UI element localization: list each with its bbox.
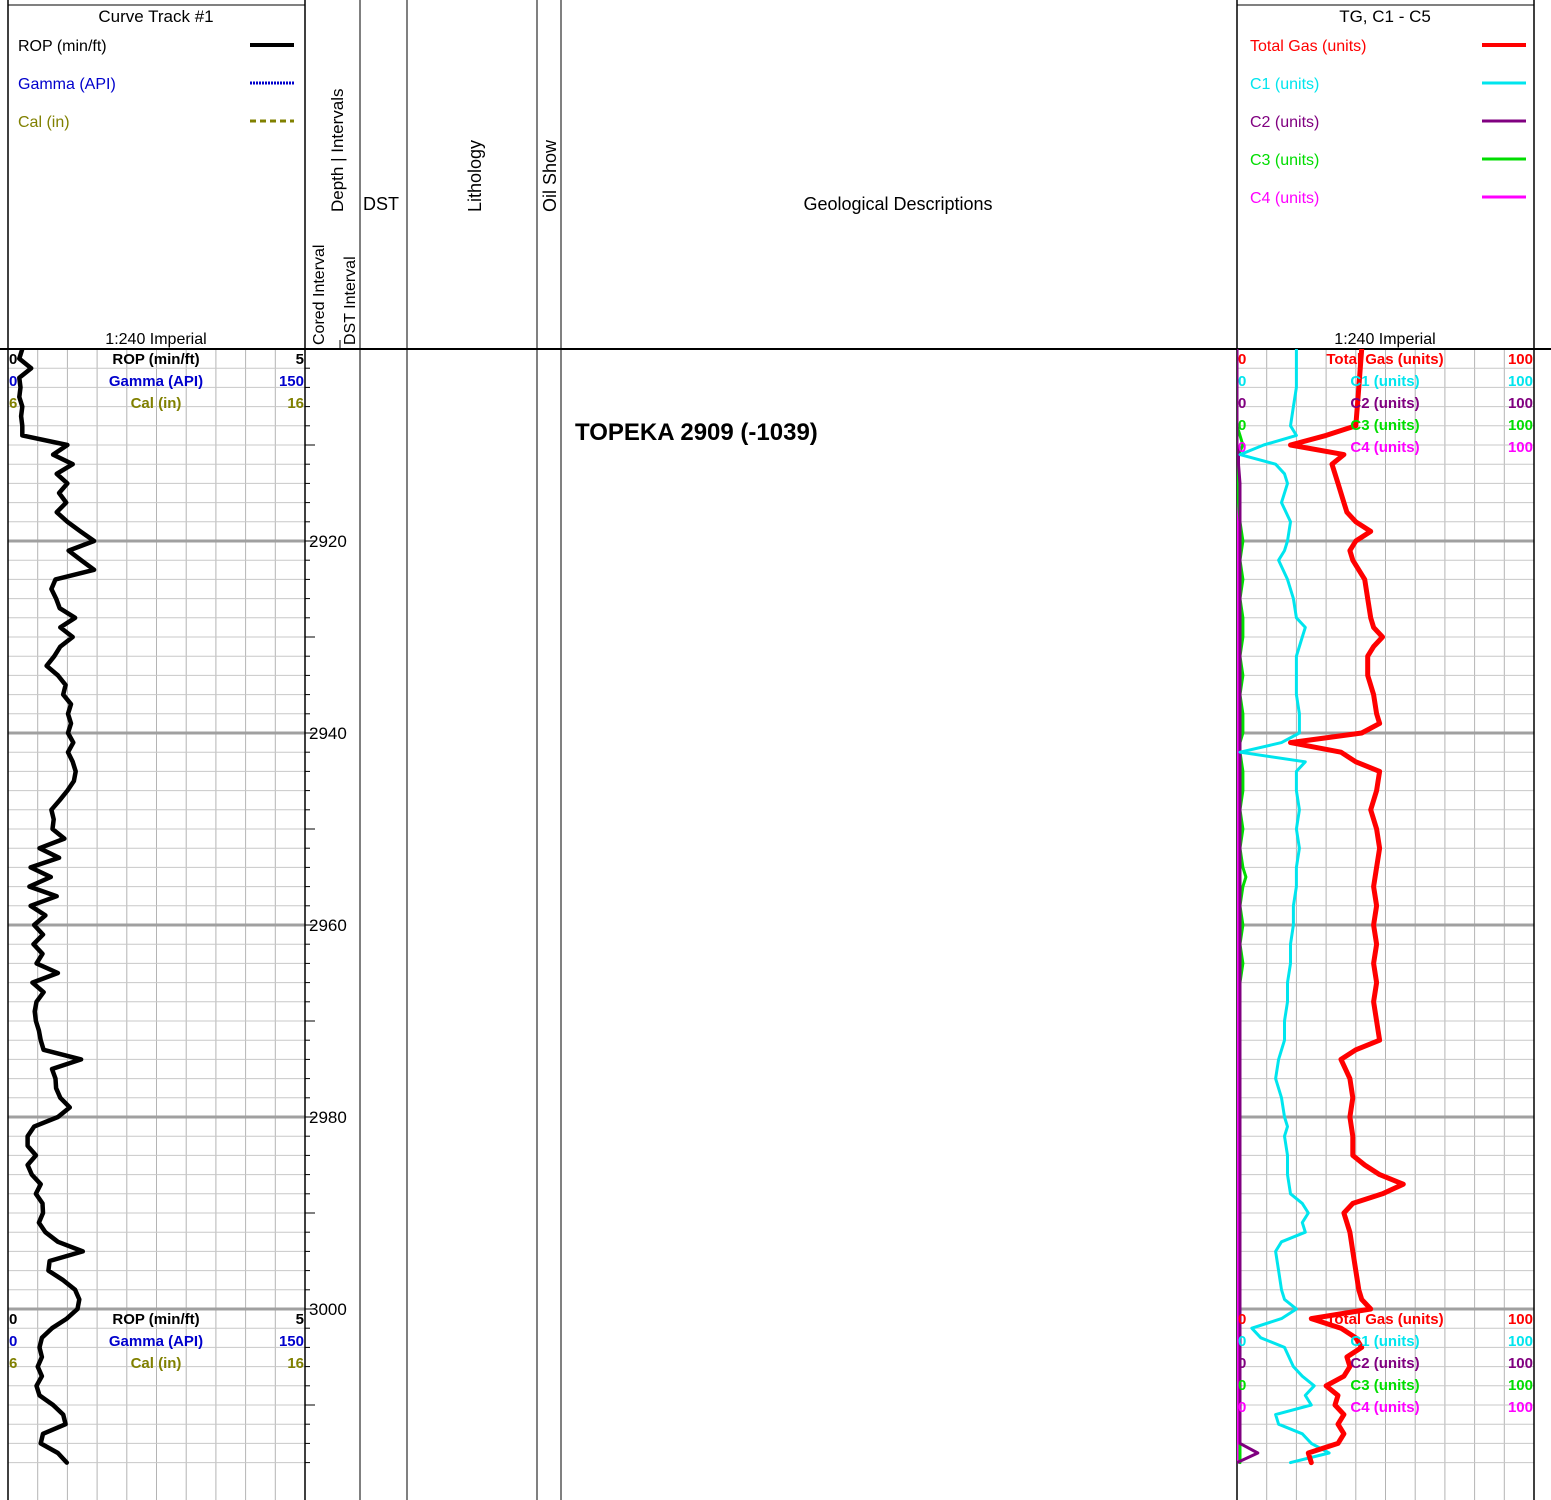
gas-scale-label: C4 (units) bbox=[1350, 1399, 1419, 1416]
scale-labels: 0 ROP (min/ft) 5 0 Gamma (API) 150 6 Cal (in) 16… bbox=[9, 351, 1533, 1416]
gas-scale-label: Total Gas (units) bbox=[1326, 1311, 1443, 1328]
oil-show-header: Oil Show bbox=[540, 139, 560, 212]
gas-scale-max: 100 bbox=[1508, 395, 1533, 412]
series-c1-units bbox=[1238, 349, 1331, 1465]
legend-total-gas-label: Total Gas (units) bbox=[1250, 38, 1366, 55]
rop-scale-min: 6 bbox=[9, 1355, 17, 1372]
gas-scale-label: C1 (units) bbox=[1350, 1333, 1419, 1350]
depth-label-2940: 2940 bbox=[309, 724, 347, 743]
gas-scale-min: 0 bbox=[1238, 1355, 1246, 1372]
series-total-gas-units bbox=[1288, 349, 1406, 1466]
rop-scale-min: 0 bbox=[9, 373, 17, 390]
depth-header: Depth | Intervals Cored Interval DST Int… bbox=[311, 89, 359, 345]
depth-intervals-label: Depth | Intervals bbox=[328, 89, 347, 212]
geo-description-topeka: TOPEKA 2909 (-1039) bbox=[575, 419, 818, 446]
gas-scale-max: 100 bbox=[1508, 439, 1533, 456]
gas-scale-max: 100 bbox=[1508, 417, 1533, 434]
legend-gamma-label: Gamma (API) bbox=[18, 76, 116, 93]
gas-scale-label: C1 (units) bbox=[1350, 373, 1419, 390]
rop-scale-label: Gamma (API) bbox=[109, 373, 203, 390]
legend-c1-label: C1 (units) bbox=[1250, 76, 1319, 93]
gas-scale-label: C2 (units) bbox=[1350, 395, 1419, 412]
rop-scale-min: 6 bbox=[9, 395, 17, 412]
depth-labels: 2920 2940 2960 2980 3000 bbox=[309, 532, 347, 1319]
depth-label-3000: 3000 bbox=[309, 1300, 347, 1319]
geological-descriptions-header: Geological Descriptions bbox=[803, 194, 992, 214]
gas-scale-min: 0 bbox=[1238, 1377, 1246, 1394]
gas-scale-min: 0 bbox=[1238, 373, 1246, 390]
rop-scale-max: 16 bbox=[287, 1355, 304, 1372]
gas-scale-min: 0 bbox=[1238, 417, 1246, 434]
curve-track-scale: 1:240 Imperial bbox=[105, 331, 206, 348]
gas-scale-label: Total Gas (units) bbox=[1326, 351, 1443, 368]
gas-scale-max: 100 bbox=[1508, 1311, 1533, 1328]
legend-c2-label: C2 (units) bbox=[1250, 114, 1319, 131]
depth-label-2960: 2960 bbox=[309, 916, 347, 935]
rop-scale-min: 0 bbox=[9, 1311, 17, 1328]
gas-scale-max: 100 bbox=[1508, 373, 1533, 390]
series-c2-units bbox=[1237, 349, 1260, 1465]
gas-scale-min: 0 bbox=[1238, 1399, 1246, 1416]
gas-scale-min: 0 bbox=[1238, 395, 1246, 412]
rop-scale-min: 0 bbox=[9, 351, 17, 368]
rop-scale-max: 150 bbox=[279, 373, 304, 390]
gas-scale-min: 0 bbox=[1238, 1311, 1246, 1328]
cored-interval-label: Cored Interval bbox=[311, 245, 328, 346]
gas-track-title: TG, C1 - C5 bbox=[1339, 7, 1431, 26]
rop-scale-label: ROP (min/ft) bbox=[112, 1311, 199, 1328]
gas-scale-max: 100 bbox=[1508, 1333, 1533, 1350]
gas-scale-max: 100 bbox=[1508, 351, 1533, 368]
legend-c3-label: C3 (units) bbox=[1250, 152, 1319, 169]
gas-curve-layer bbox=[1237, 349, 1406, 1466]
gas-scale-label: C4 (units) bbox=[1350, 439, 1419, 456]
legend-cal-label: Cal (in) bbox=[18, 114, 70, 131]
gas-scale-min: 0 bbox=[1238, 1333, 1246, 1350]
gas-scale-label: C3 (units) bbox=[1350, 1377, 1419, 1394]
gas-scale-max: 100 bbox=[1508, 1399, 1533, 1416]
rop-scale-label: Gamma (API) bbox=[109, 1333, 203, 1350]
gas-track-header: TG, C1 - C5 Total Gas (units) C1 (units)… bbox=[1250, 7, 1526, 348]
legend-c4-label: C4 (units) bbox=[1250, 190, 1319, 207]
rop-scale-max: 16 bbox=[287, 395, 304, 412]
curve-track-header: Curve Track #1 ROP (min/ft) Gamma (API) … bbox=[18, 7, 294, 348]
rop-scale-min: 0 bbox=[9, 1333, 17, 1350]
rop-scale-label: Cal (in) bbox=[131, 1355, 182, 1372]
dst-interval-label: DST Interval bbox=[342, 256, 359, 345]
gas-scale-max: 100 bbox=[1508, 1377, 1533, 1394]
rop-curve-layer bbox=[17, 349, 97, 1465]
gas-scale-max: 100 bbox=[1508, 1355, 1533, 1372]
gas-scale-label: C3 (units) bbox=[1350, 417, 1419, 434]
rop-scale-max: 5 bbox=[296, 1311, 304, 1328]
series-rop-min-ft bbox=[17, 349, 97, 1465]
gas-scale-label: C2 (units) bbox=[1350, 1355, 1419, 1372]
rop-scale-label: Cal (in) bbox=[131, 395, 182, 412]
rop-scale-label: ROP (min/ft) bbox=[112, 351, 199, 368]
depth-label-2920: 2920 bbox=[309, 532, 347, 551]
curve-track-title: Curve Track #1 bbox=[98, 7, 213, 26]
grid-layer bbox=[8, 349, 1534, 1500]
depth-label-2980: 2980 bbox=[309, 1108, 347, 1127]
gas-scale-min: 0 bbox=[1238, 439, 1246, 456]
dst-header: DST bbox=[363, 194, 399, 214]
rop-scale-max: 5 bbox=[296, 351, 304, 368]
lithology-header: Lithology bbox=[465, 140, 485, 212]
rop-scale-max: 150 bbox=[279, 1333, 304, 1350]
depth-ticks bbox=[305, 348, 315, 1464]
legend-rop-label: ROP (min/ft) bbox=[18, 38, 107, 55]
gas-track-scale: 1:240 Imperial bbox=[1334, 331, 1435, 348]
gas-scale-min: 0 bbox=[1238, 351, 1246, 368]
